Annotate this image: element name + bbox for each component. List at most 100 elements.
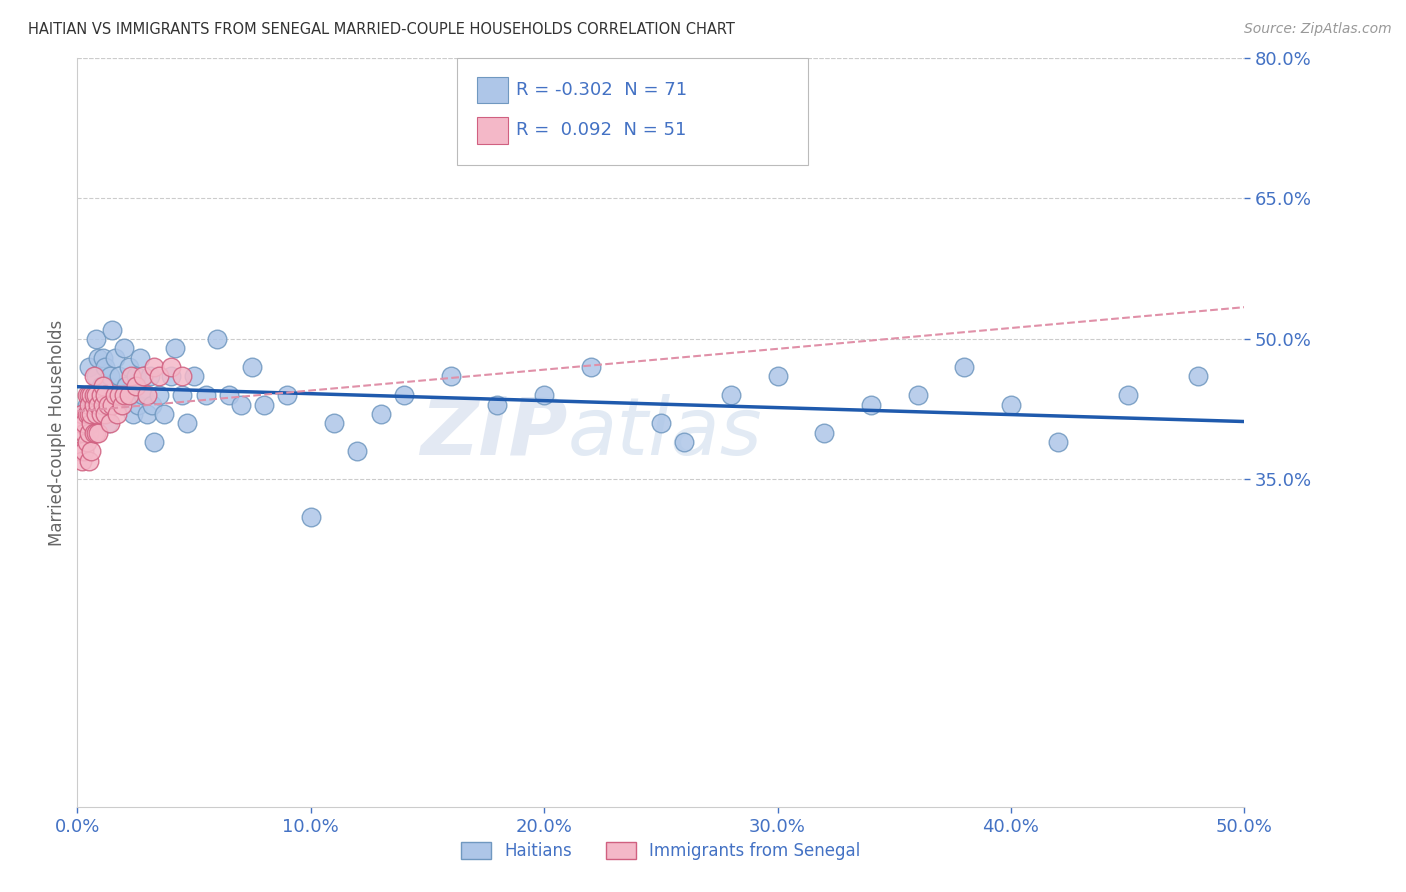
Point	[370, 407, 392, 421]
Point	[207, 332, 229, 346]
Point	[907, 388, 929, 402]
Point	[73, 425, 96, 440]
Point	[94, 388, 117, 402]
Point	[73, 416, 96, 431]
Point	[80, 444, 103, 458]
Point	[80, 388, 103, 402]
Point	[148, 369, 170, 384]
Point	[131, 388, 153, 402]
Point	[80, 407, 103, 421]
Point	[90, 388, 112, 402]
Point	[77, 397, 100, 411]
Point	[77, 425, 100, 440]
Point	[77, 453, 100, 467]
Point	[98, 369, 121, 384]
Point	[953, 359, 976, 375]
Point	[148, 388, 170, 402]
Point	[73, 444, 96, 458]
Point	[76, 397, 98, 411]
Point	[69, 416, 91, 431]
Point	[70, 453, 93, 467]
Point	[127, 397, 149, 411]
Point	[87, 397, 110, 411]
Point	[533, 388, 555, 402]
Point	[124, 369, 148, 384]
Point	[101, 397, 124, 411]
Point	[120, 388, 142, 402]
Point	[138, 369, 160, 384]
Point	[91, 397, 114, 411]
Point	[136, 407, 159, 421]
Point	[97, 378, 120, 392]
Point	[131, 369, 153, 384]
Point	[124, 378, 148, 392]
Point	[159, 369, 181, 384]
Point	[176, 416, 198, 431]
Point	[111, 397, 134, 411]
Text: Source: ZipAtlas.com: Source: ZipAtlas.com	[1244, 22, 1392, 37]
Point	[77, 407, 100, 421]
Point	[159, 359, 181, 375]
Point	[579, 359, 602, 375]
Point	[129, 351, 152, 365]
Point	[1046, 435, 1069, 450]
Legend: Haitians, Immigrants from Senegal: Haitians, Immigrants from Senegal	[454, 835, 868, 866]
Point	[70, 407, 93, 421]
Point	[97, 397, 120, 411]
Point	[83, 397, 105, 411]
Point	[90, 407, 112, 421]
Point	[76, 435, 98, 450]
Point	[108, 369, 131, 384]
Point	[115, 378, 138, 392]
Point	[122, 407, 145, 421]
Point	[118, 359, 141, 375]
Point	[1116, 388, 1139, 402]
Point	[141, 397, 163, 411]
Point	[112, 341, 135, 355]
Point	[650, 416, 672, 431]
Point	[94, 359, 117, 375]
Y-axis label: Married-couple Households: Married-couple Households	[48, 319, 66, 546]
Point	[136, 388, 159, 402]
Point	[323, 416, 346, 431]
Point	[91, 378, 114, 392]
Point	[118, 388, 141, 402]
Point	[165, 341, 187, 355]
Point	[101, 397, 124, 411]
Point	[98, 416, 121, 431]
Point	[143, 435, 166, 450]
Point	[76, 407, 98, 421]
Point	[76, 388, 98, 402]
Text: R =  0.092  N = 51: R = 0.092 N = 51	[516, 121, 686, 139]
Point	[83, 369, 105, 384]
Point	[1187, 369, 1209, 384]
Point	[392, 388, 415, 402]
Point	[859, 397, 882, 411]
Point	[69, 444, 91, 458]
Text: ZIP: ZIP	[420, 393, 568, 472]
Point	[84, 369, 107, 384]
Point	[105, 388, 128, 402]
Point	[97, 416, 120, 431]
Point	[90, 407, 112, 421]
Point	[84, 388, 107, 402]
Point	[486, 397, 509, 411]
Point	[112, 388, 135, 402]
Point	[120, 369, 142, 384]
Point	[242, 359, 264, 375]
Point	[440, 369, 463, 384]
Point	[346, 444, 368, 458]
Point	[104, 388, 127, 402]
Point	[94, 397, 117, 411]
Point	[299, 510, 322, 524]
Point	[276, 388, 298, 402]
Point	[87, 425, 110, 440]
Point	[194, 388, 217, 402]
Point	[77, 359, 100, 375]
Point	[80, 388, 103, 402]
Text: HAITIAN VS IMMIGRANTS FROM SENEGAL MARRIED-COUPLE HOUSEHOLDS CORRELATION CHART: HAITIAN VS IMMIGRANTS FROM SENEGAL MARRI…	[28, 22, 735, 37]
Point	[94, 407, 117, 421]
Point	[83, 407, 105, 421]
Point	[108, 388, 131, 402]
Point	[83, 425, 105, 440]
